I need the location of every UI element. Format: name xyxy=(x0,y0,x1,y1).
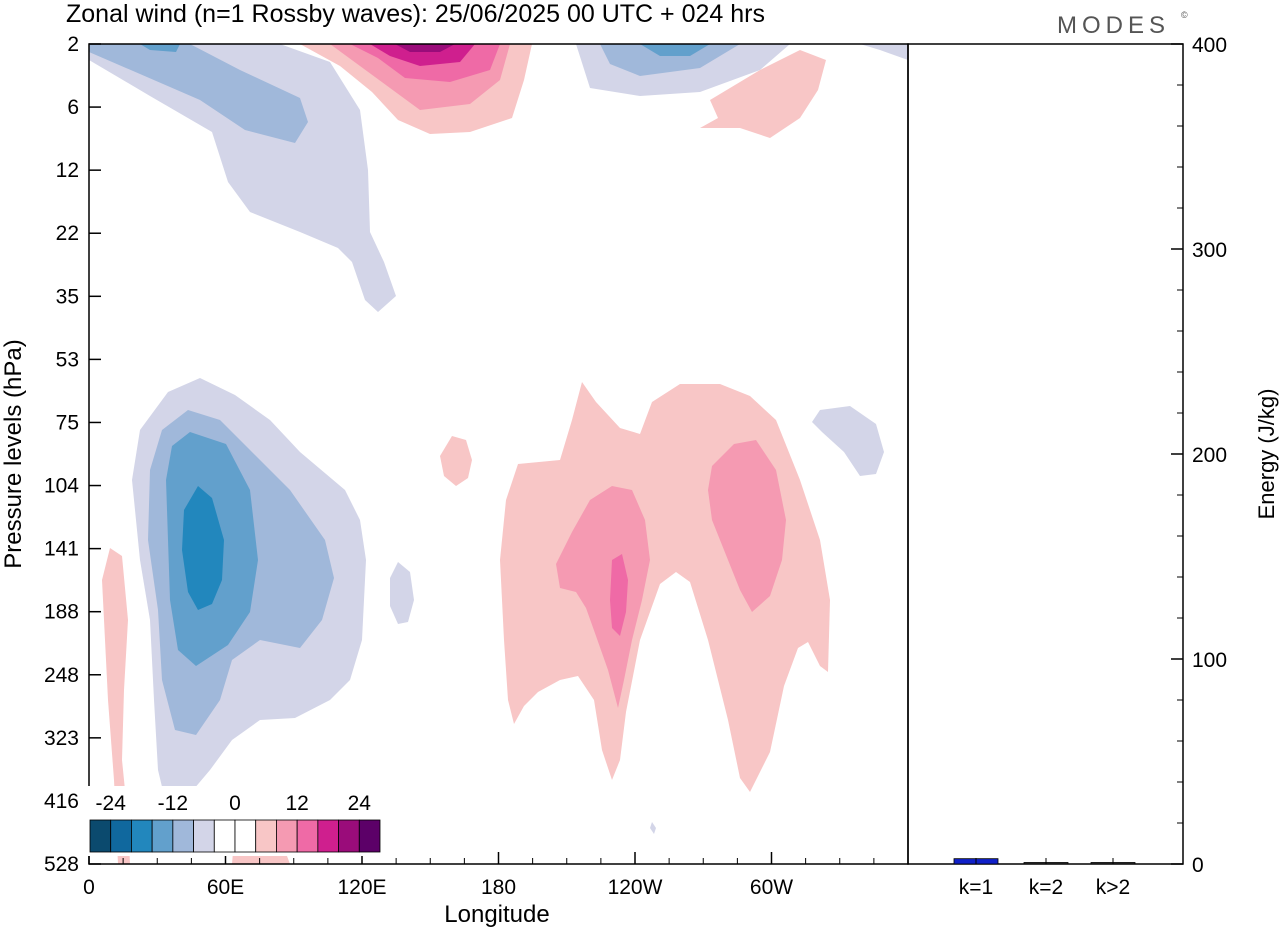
contour-pos-main-west-core xyxy=(610,554,628,636)
contour-neg-upper-outer xyxy=(89,44,396,312)
y-tick-label: 528 xyxy=(44,853,79,876)
colorbar-swatch xyxy=(193,819,215,853)
colorbar-swatch xyxy=(358,819,381,853)
contour-neg-top-right-inner xyxy=(600,44,740,76)
y-axis-label: Pressure levels (hPa) xyxy=(0,339,27,568)
x-tick-label: 120W xyxy=(608,876,663,899)
y-tick-label: 35 xyxy=(56,285,79,308)
colorbar-swatch xyxy=(172,819,194,853)
x-axis-label: Longitude xyxy=(444,901,549,928)
colorbar-swatch xyxy=(131,819,153,853)
energy-tick-label: 200 xyxy=(1192,444,1227,467)
y-tick-label: 22 xyxy=(56,222,79,245)
x-tick-label: 0 xyxy=(83,876,95,899)
colorbar-swatch xyxy=(234,819,257,853)
y-tick-label: 12 xyxy=(56,159,79,182)
y-tick-label: 416 xyxy=(44,790,79,813)
y-tick-label: 141 xyxy=(44,538,79,561)
contour-pos-main-west xyxy=(556,486,650,708)
colorbar: -24 -12 0 12 24 xyxy=(88,786,382,856)
colorbar-swatch xyxy=(110,819,132,853)
colorbar-tick-label: -12 xyxy=(158,792,188,815)
contour-neg-top-edge xyxy=(860,44,908,60)
x-tick-label: 60E xyxy=(207,876,244,899)
energy-axis: 0 100 200 300 400 xyxy=(1171,34,1227,877)
y-tick-label: 2 xyxy=(67,33,79,56)
y-tick-label: 323 xyxy=(44,727,79,750)
colorbar-tick-label: 24 xyxy=(348,792,372,815)
brand-logo: MODES xyxy=(1057,12,1170,39)
y-tick-label: 75 xyxy=(56,411,79,434)
contour-field xyxy=(88,43,909,865)
y-tick-label: 6 xyxy=(67,96,79,119)
chart-title: Zonal wind (n=1 Rossby waves): 25/06/202… xyxy=(66,0,765,28)
energy-tick-label: 300 xyxy=(1192,239,1227,262)
contour-neg-dot xyxy=(650,822,656,834)
energy-tick-label: 100 xyxy=(1192,649,1227,672)
contour-pos-small xyxy=(440,436,472,486)
y-tick-label: 248 xyxy=(44,664,79,687)
y-tick-label: 188 xyxy=(44,601,79,624)
x-tick-label: 120E xyxy=(337,876,386,899)
colorbar-swatch xyxy=(296,819,319,853)
bar-category-label: k=1 xyxy=(959,876,993,899)
y-tick-label: 104 xyxy=(44,475,79,498)
colorbar-tick-label: -24 xyxy=(96,792,127,815)
energy-tick-label: 400 xyxy=(1192,34,1227,57)
contour-pos-main-east xyxy=(708,440,786,612)
contour-pos-left-strip xyxy=(102,548,130,864)
colorbar-swatch xyxy=(213,819,236,853)
bar-panel-frame xyxy=(907,43,1184,865)
bar-category-label: k=2 xyxy=(1029,876,1063,899)
contour-neg-main-4 xyxy=(182,486,224,610)
y-axis: 2 6 12 22 35 53 75 104 141 188 248 323 416 528 xyxy=(44,33,101,876)
contour-pos-upper-right xyxy=(700,50,826,138)
colorbar-swatch xyxy=(338,819,360,853)
y-tick-label: 53 xyxy=(56,348,79,371)
x-tick-label: 180 xyxy=(481,876,516,899)
energy-axis-label: Energy (J/kg) xyxy=(1254,389,1279,520)
contour-neg-right-edge xyxy=(812,406,884,476)
colorbar-swatch xyxy=(255,819,277,853)
colorbar-swatch xyxy=(89,819,112,853)
contour-neg-small xyxy=(390,562,414,624)
contour-neg-upper-core xyxy=(140,44,180,52)
contour-pos-top-4 xyxy=(370,44,475,66)
energy-bars: k=1 k=2 k>2 xyxy=(953,858,1136,899)
contour-neg-upper-inner xyxy=(89,44,308,143)
colorbar-swatch xyxy=(317,819,339,853)
contour-pos-top-5 xyxy=(395,44,455,52)
contour-pos-main-outer xyxy=(500,382,830,792)
colorbar-tick-label: 12 xyxy=(285,792,308,815)
brand-copyright-mark: © xyxy=(1181,10,1188,20)
contour-neg-top-right-core xyxy=(640,44,710,56)
colorbar-tick-label: 0 xyxy=(229,792,241,815)
x-axis: 0 60E 120E 180 120W 60W xyxy=(83,852,875,899)
energy-tick-label: 0 xyxy=(1192,854,1204,877)
x-tick-label: 60W xyxy=(750,876,793,899)
colorbar-swatch xyxy=(151,819,174,853)
bar-category-label: k>2 xyxy=(1096,876,1130,899)
colorbar-swatch xyxy=(276,819,298,853)
